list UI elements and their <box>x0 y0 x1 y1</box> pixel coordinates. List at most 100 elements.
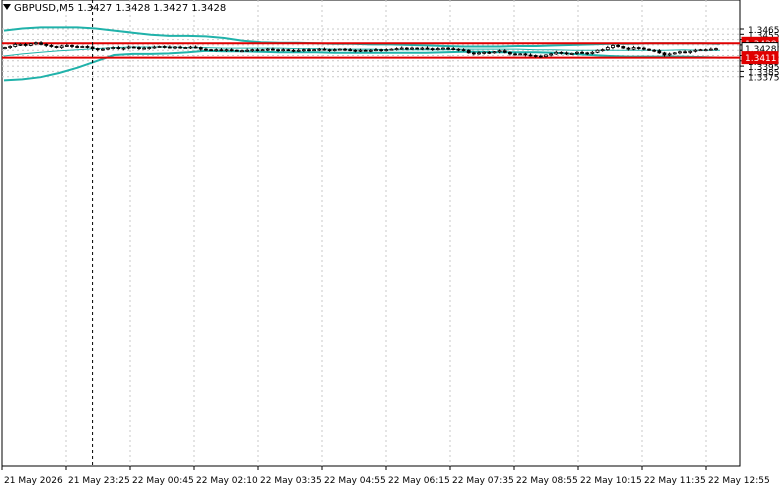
candle-body <box>312 49 317 52</box>
candle-body <box>224 49 229 52</box>
candle-body <box>502 50 507 53</box>
candle-body <box>693 49 698 52</box>
candle-body <box>667 53 672 56</box>
candle-body <box>698 49 703 52</box>
candle-body <box>554 51 559 55</box>
candle-body <box>332 49 337 52</box>
y-tick-label: 1.3455 <box>748 31 780 41</box>
candle-body <box>518 53 523 56</box>
candle-body <box>394 48 399 51</box>
candle-body <box>178 46 183 49</box>
candle-body <box>662 52 667 56</box>
ohlc-high: 1.3428 <box>115 3 151 14</box>
candle-body <box>533 55 538 57</box>
candle-body <box>188 46 193 49</box>
candle-body <box>363 49 368 52</box>
candle-body <box>410 47 414 50</box>
candle-body <box>219 49 224 52</box>
candle-body <box>250 49 255 52</box>
x-tick-label: 22 May 03:35 <box>260 476 322 486</box>
candle-body <box>271 48 275 51</box>
candle-body <box>131 46 136 49</box>
candle-body <box>446 47 450 50</box>
candle-body <box>389 48 394 51</box>
candle-body <box>183 47 188 49</box>
ohlc-low: 1.3427 <box>153 3 189 14</box>
x-tick-label: 22 May 12:55 <box>708 476 770 486</box>
candle-body <box>348 49 353 52</box>
candle-body <box>240 50 244 53</box>
price-tag-label: 1.3428 <box>745 45 777 55</box>
candle-body <box>404 47 409 50</box>
candle-body <box>708 48 713 51</box>
candle-body <box>544 54 548 57</box>
candle-body <box>204 48 208 51</box>
candle-body <box>528 54 533 57</box>
symbol-label: GBPUSD,M5 <box>14 3 75 14</box>
candle-body <box>585 52 590 55</box>
candle-body <box>564 52 569 55</box>
plot-area[interactable] <box>1 0 741 467</box>
candle-body <box>590 51 595 54</box>
candle-body <box>3 47 7 50</box>
candle-body <box>59 45 64 48</box>
price-tag-label: 1.3411 <box>745 54 777 64</box>
candle-body <box>317 48 322 51</box>
candle-body <box>49 45 54 47</box>
candle-body <box>471 52 476 55</box>
candle-body <box>142 47 147 50</box>
candle-body <box>631 47 636 50</box>
candle-body <box>466 49 471 54</box>
candle-body <box>420 47 425 50</box>
y-tick-label: 1.3395 <box>748 63 780 73</box>
candle-body <box>647 48 651 51</box>
candle-body <box>621 46 626 49</box>
candle-body <box>23 43 28 46</box>
candle-body <box>456 48 461 51</box>
candle-body <box>260 49 265 52</box>
y-tick-label: 1.3385 <box>748 68 780 78</box>
candle-body <box>714 48 718 51</box>
candle-body <box>683 51 687 54</box>
ohlc-close: 1.3428 <box>191 3 227 14</box>
candle-body <box>276 49 280 52</box>
y-tick-label: 1.3465 <box>748 26 780 36</box>
candle-body <box>384 49 389 52</box>
candle-body <box>34 42 38 45</box>
candle-body <box>435 48 440 51</box>
candle-body <box>441 47 445 50</box>
candle-body <box>549 53 554 56</box>
chart-header: GBPUSD,M5 1.3427 1.3428 1.3427 1.3428 <box>3 3 229 14</box>
triangle-down-icon[interactable] <box>3 4 11 10</box>
candle-body <box>162 46 167 48</box>
candle-body <box>8 46 13 48</box>
candle-body <box>214 49 219 52</box>
x-tick-label: 22 May 04:55 <box>324 476 386 486</box>
x-tick-label: 22 May 07:35 <box>452 476 514 486</box>
candle-body <box>255 49 260 52</box>
candle-body <box>291 49 296 52</box>
level-price-tag <box>741 51 779 65</box>
candle-body <box>343 48 347 51</box>
candle-body <box>616 45 621 47</box>
candle-body <box>54 46 59 48</box>
candle-body <box>688 50 693 53</box>
candle-body <box>461 49 466 52</box>
candle-body <box>157 46 162 48</box>
candle-body <box>126 46 131 49</box>
x-tick-label: 21 May 23:25 <box>68 476 130 486</box>
candle-body <box>286 49 291 52</box>
x-tick-label: 22 May 00:45 <box>132 476 194 486</box>
candle-body <box>245 49 250 52</box>
candle-body <box>487 51 492 54</box>
x-tick-label: 22 May 08:55 <box>516 476 578 486</box>
candle-body <box>477 52 481 55</box>
candle-body <box>497 50 502 53</box>
candle-body <box>626 47 631 50</box>
candle-body <box>322 48 327 51</box>
candle-body <box>265 48 270 51</box>
candle-body <box>611 45 615 48</box>
candle-body <box>482 51 487 54</box>
